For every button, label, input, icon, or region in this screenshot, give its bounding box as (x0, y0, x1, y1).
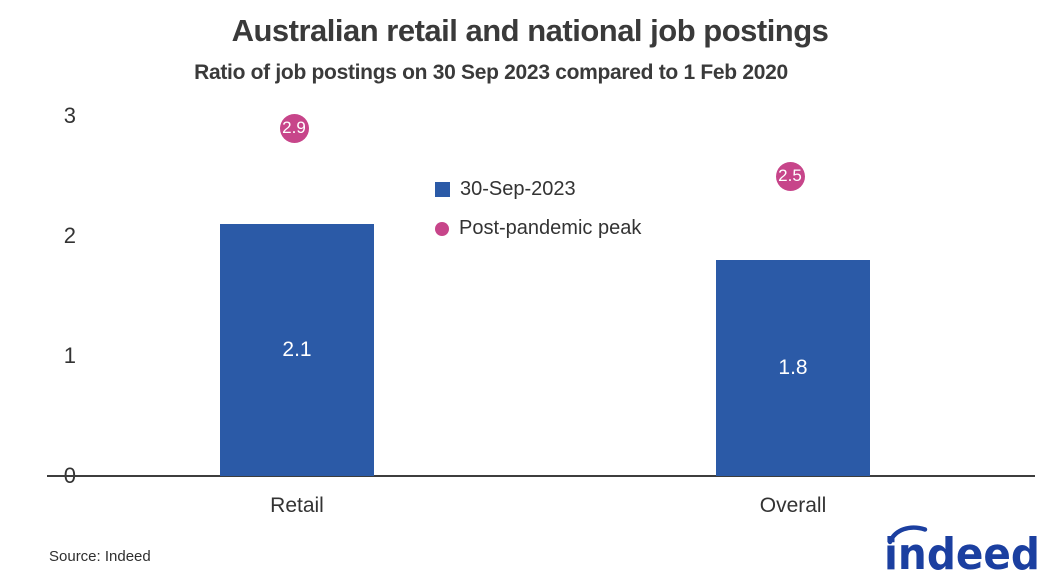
peak-dot-retail: 2.9 (279, 113, 309, 143)
legend-item-peak-series: Post-pandemic peak (435, 215, 641, 242)
peak-dot-overall: 2.5 (775, 161, 805, 191)
y-tick-label: 1 (63, 343, 76, 368)
bar-overall: 1.8 (716, 260, 870, 476)
indeed-logo-graphic: indeed (884, 525, 1040, 577)
legend-label: Post-pandemic peak (459, 217, 642, 239)
chart-title: Australian retail and national job posti… (231, 13, 829, 48)
bar-retail: 2.1 (220, 224, 374, 476)
peak-value-label: 2.5 (778, 166, 802, 185)
source-note: Source: Indeed (49, 548, 151, 565)
bar-value-label: 2.1 (282, 338, 312, 361)
legend-circle-swatch-icon (435, 221, 449, 236)
bar-value-label: 1.8 (778, 356, 808, 379)
legend-item-bar-series: 30-Sep-2023 (435, 176, 641, 203)
legend-label: 30-Sep-2023 (460, 178, 576, 200)
logo-wordmark: indeed (884, 529, 1040, 573)
y-tick-label: 3 (63, 103, 76, 128)
y-tick-label: 2 (63, 223, 76, 248)
logo-swoosh-icon (887, 525, 928, 545)
x-axis-line (47, 475, 1035, 477)
indeed-logo: indeed (884, 523, 1042, 577)
peak-value-label: 2.9 (282, 118, 306, 137)
chart-subtitle: Ratio of job postings on 30 Sep 2023 com… (194, 61, 788, 84)
x-category-label-overall: Overall (759, 494, 827, 517)
x-category-label-retail: Retail (270, 494, 324, 517)
legend-square-swatch-icon (435, 182, 450, 197)
legend: 30-Sep-2023 Post-pandemic peak (435, 176, 641, 242)
